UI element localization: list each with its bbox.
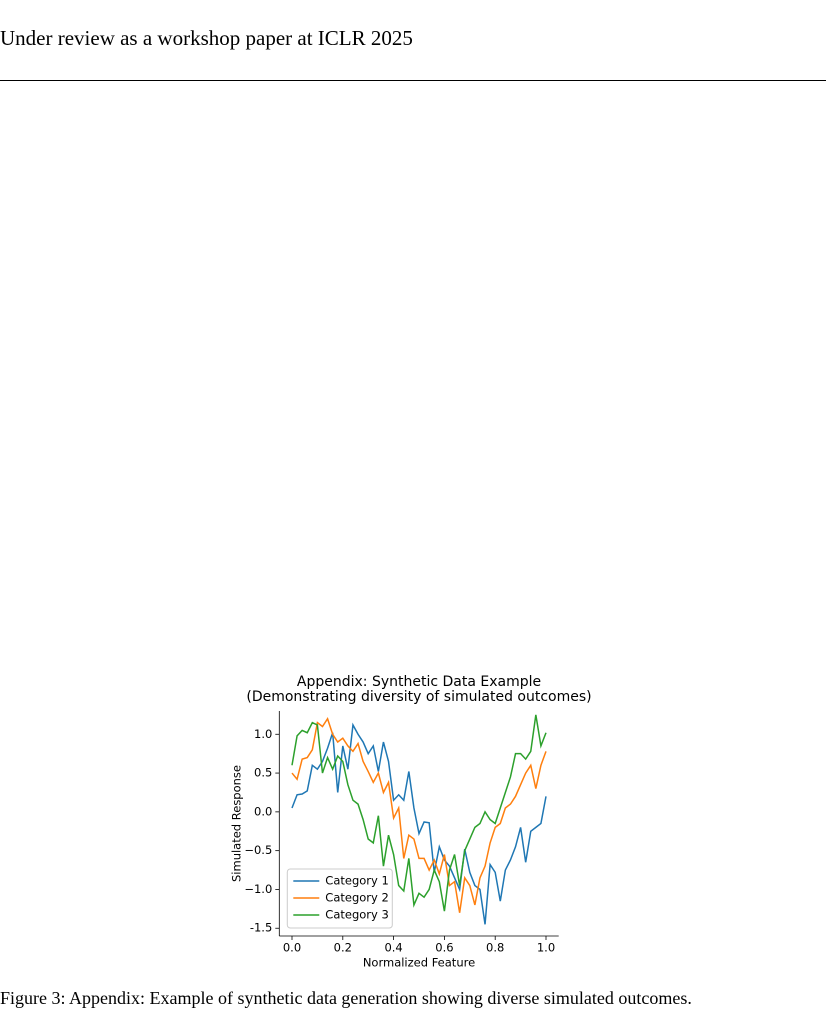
legend-box: [286, 868, 393, 929]
x-axis-label: Normalized Feature: [363, 956, 475, 970]
header-rule: [0, 80, 826, 81]
legend-label: Category 1: [325, 874, 389, 888]
y-tick-label: 0.5: [254, 766, 272, 780]
chart-title: Appendix: Synthetic Data Example: [297, 674, 541, 690]
data-line: [291, 722, 547, 925]
legend-label: Category 3: [325, 908, 389, 922]
y-tick-label: −1.0: [244, 882, 272, 896]
x-tick-label: 1.0: [537, 941, 555, 955]
y-tick-label: 0.0: [254, 804, 272, 818]
x-tick-label: 0.2: [334, 941, 352, 955]
chart-title: (Demonstrating diversity of simulated ou…: [246, 689, 591, 705]
chart: Appendix: Synthetic Data Example(Demonst…: [230, 674, 592, 970]
y-axis-label: Simulated Response: [230, 765, 244, 882]
y-tick-label: -1.5: [250, 921, 272, 935]
x-tick-label: 0.4: [384, 941, 402, 955]
y-tick-label: 1.0: [254, 727, 272, 741]
y-tick-label: −0.5: [244, 843, 272, 857]
data-line: [291, 714, 547, 912]
running-header: Under review as a workshop paper at ICLR…: [0, 26, 413, 50]
legend-label: Category 2: [325, 891, 389, 905]
x-tick-label: 0.6: [435, 941, 453, 955]
x-tick-label: 0.0: [283, 941, 301, 955]
data-line: [291, 717, 547, 913]
x-tick-label: 0.8: [486, 941, 504, 955]
figure-caption: Figure 3: Appendix: Example of synthetic…: [0, 988, 692, 1008]
